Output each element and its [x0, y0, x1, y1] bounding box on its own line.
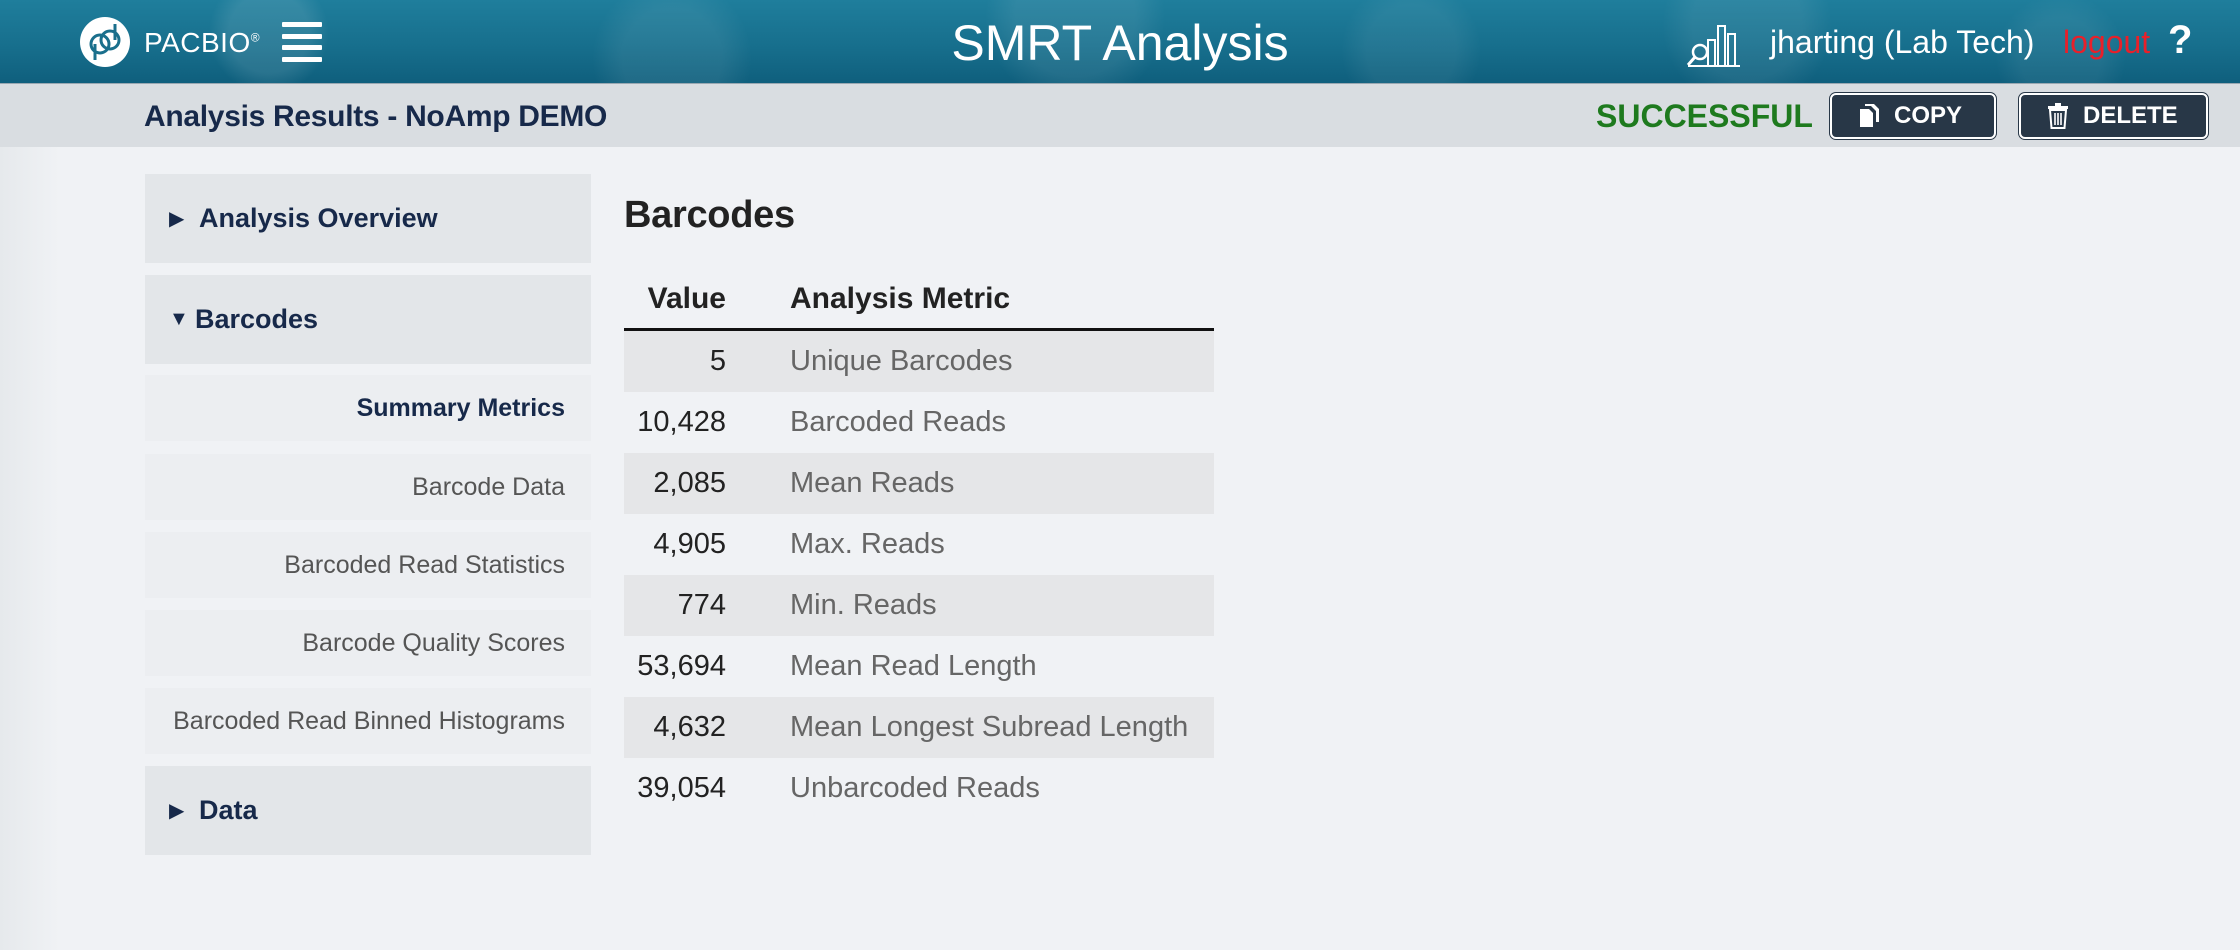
nav-section-data[interactable]: ▶ Data — [145, 766, 591, 855]
nav-section-label: Barcodes — [195, 304, 319, 334]
metric-name: Barcoded Reads — [790, 406, 1007, 438]
summary-metrics-table: Value Analysis Metric 5 Unique Barcodes … — [624, 270, 1214, 819]
metric-name: Mean Reads — [790, 467, 955, 499]
metric-value: 2,085 — [653, 467, 726, 499]
expand-arrow-icon: ▶ — [169, 208, 185, 230]
metric-name: Mean Longest Subread Length — [790, 711, 1189, 743]
table-row: 4,632 Mean Longest Subread Length — [624, 697, 1214, 758]
help-icon[interactable]: ? — [2168, 18, 2193, 62]
analytics-icon[interactable] — [1686, 20, 1742, 68]
column-header-metric[interactable]: Analysis Metric — [790, 282, 1011, 315]
nav-section-label: Data — [199, 795, 258, 825]
current-user: jharting (Lab Tech) — [1770, 24, 2035, 60]
nav-item-summary-metrics[interactable]: Summary Metrics — [145, 375, 591, 441]
metric-value: 39,054 — [637, 772, 726, 804]
logout-link[interactable]: logout — [2063, 24, 2151, 60]
metric-name: Min. Reads — [790, 589, 937, 621]
collapse-arrow-icon: ▼ — [169, 308, 189, 330]
nav-item-barcoded-read-binned-histograms[interactable]: Barcoded Read Binned Histograms — [145, 688, 591, 754]
trash-icon — [2048, 103, 2068, 129]
delete-button[interactable]: DELETE — [2019, 93, 2208, 139]
table-row: 4,905 Max. Reads — [624, 514, 1214, 575]
brand-name: PACBIO — [144, 27, 251, 58]
metric-name: Unique Barcodes — [790, 345, 1013, 377]
expand-arrow-icon: ▶ — [169, 800, 185, 822]
metric-value: 53,694 — [637, 650, 726, 682]
metric-value: 4,905 — [653, 528, 726, 560]
menu-icon[interactable] — [282, 22, 322, 62]
table-row: 2,085 Mean Reads — [624, 453, 1214, 514]
table-header: Value Analysis Metric — [624, 270, 1214, 331]
pacbio-logo-icon[interactable] — [80, 17, 130, 67]
metric-name: Max. Reads — [790, 528, 945, 560]
metric-value: 10,428 — [637, 406, 726, 438]
analysis-toolbar: Analysis Results - NoAmp DEMO SUCCESSFUL… — [0, 83, 2240, 147]
table-row: 5 Unique Barcodes — [624, 331, 1214, 392]
nav-item-barcoded-read-statistics[interactable]: Barcoded Read Statistics — [145, 532, 591, 598]
page-title: Analysis Results - NoAmp DEMO — [144, 100, 608, 133]
app-header: PACBIO® SMRT Analysis jharting (Lab Tech… — [0, 0, 2240, 83]
copy-button-label: COPY — [1894, 102, 1963, 129]
metric-value: 4,632 — [653, 711, 726, 743]
metric-name: Mean Read Length — [790, 650, 1037, 682]
nav-item-barcode-data[interactable]: Barcode Data — [145, 454, 591, 520]
nav-section-label: Analysis Overview — [199, 203, 438, 233]
left-gutter — [0, 147, 60, 950]
metric-name: Unbarcoded Reads — [790, 772, 1040, 804]
status-badge: SUCCESSFUL — [1596, 98, 1813, 134]
brand-mark: ® — [250, 30, 261, 45]
nav-section-barcodes[interactable]: ▼ Barcodes — [145, 275, 591, 364]
nav-section-analysis-overview[interactable]: ▶ Analysis Overview — [145, 174, 591, 263]
copy-icon — [1860, 104, 1879, 127]
delete-button-label: DELETE — [2083, 102, 2178, 129]
table-row: 53,694 Mean Read Length — [624, 636, 1214, 697]
section-title: Barcodes — [624, 194, 795, 236]
brand-logo-text[interactable]: PACBIO® — [144, 27, 260, 59]
table-row: 39,054 Unbarcoded Reads — [624, 758, 1214, 819]
table-row: 10,428 Barcoded Reads — [624, 392, 1214, 453]
copy-button[interactable]: COPY — [1830, 93, 1996, 139]
column-header-value[interactable]: Value — [647, 282, 726, 315]
metric-value: 5 — [709, 345, 726, 377]
table-row: 774 Min. Reads — [624, 575, 1214, 636]
metric-value: 774 — [677, 589, 726, 621]
nav-item-barcode-quality-scores[interactable]: Barcode Quality Scores — [145, 610, 591, 676]
